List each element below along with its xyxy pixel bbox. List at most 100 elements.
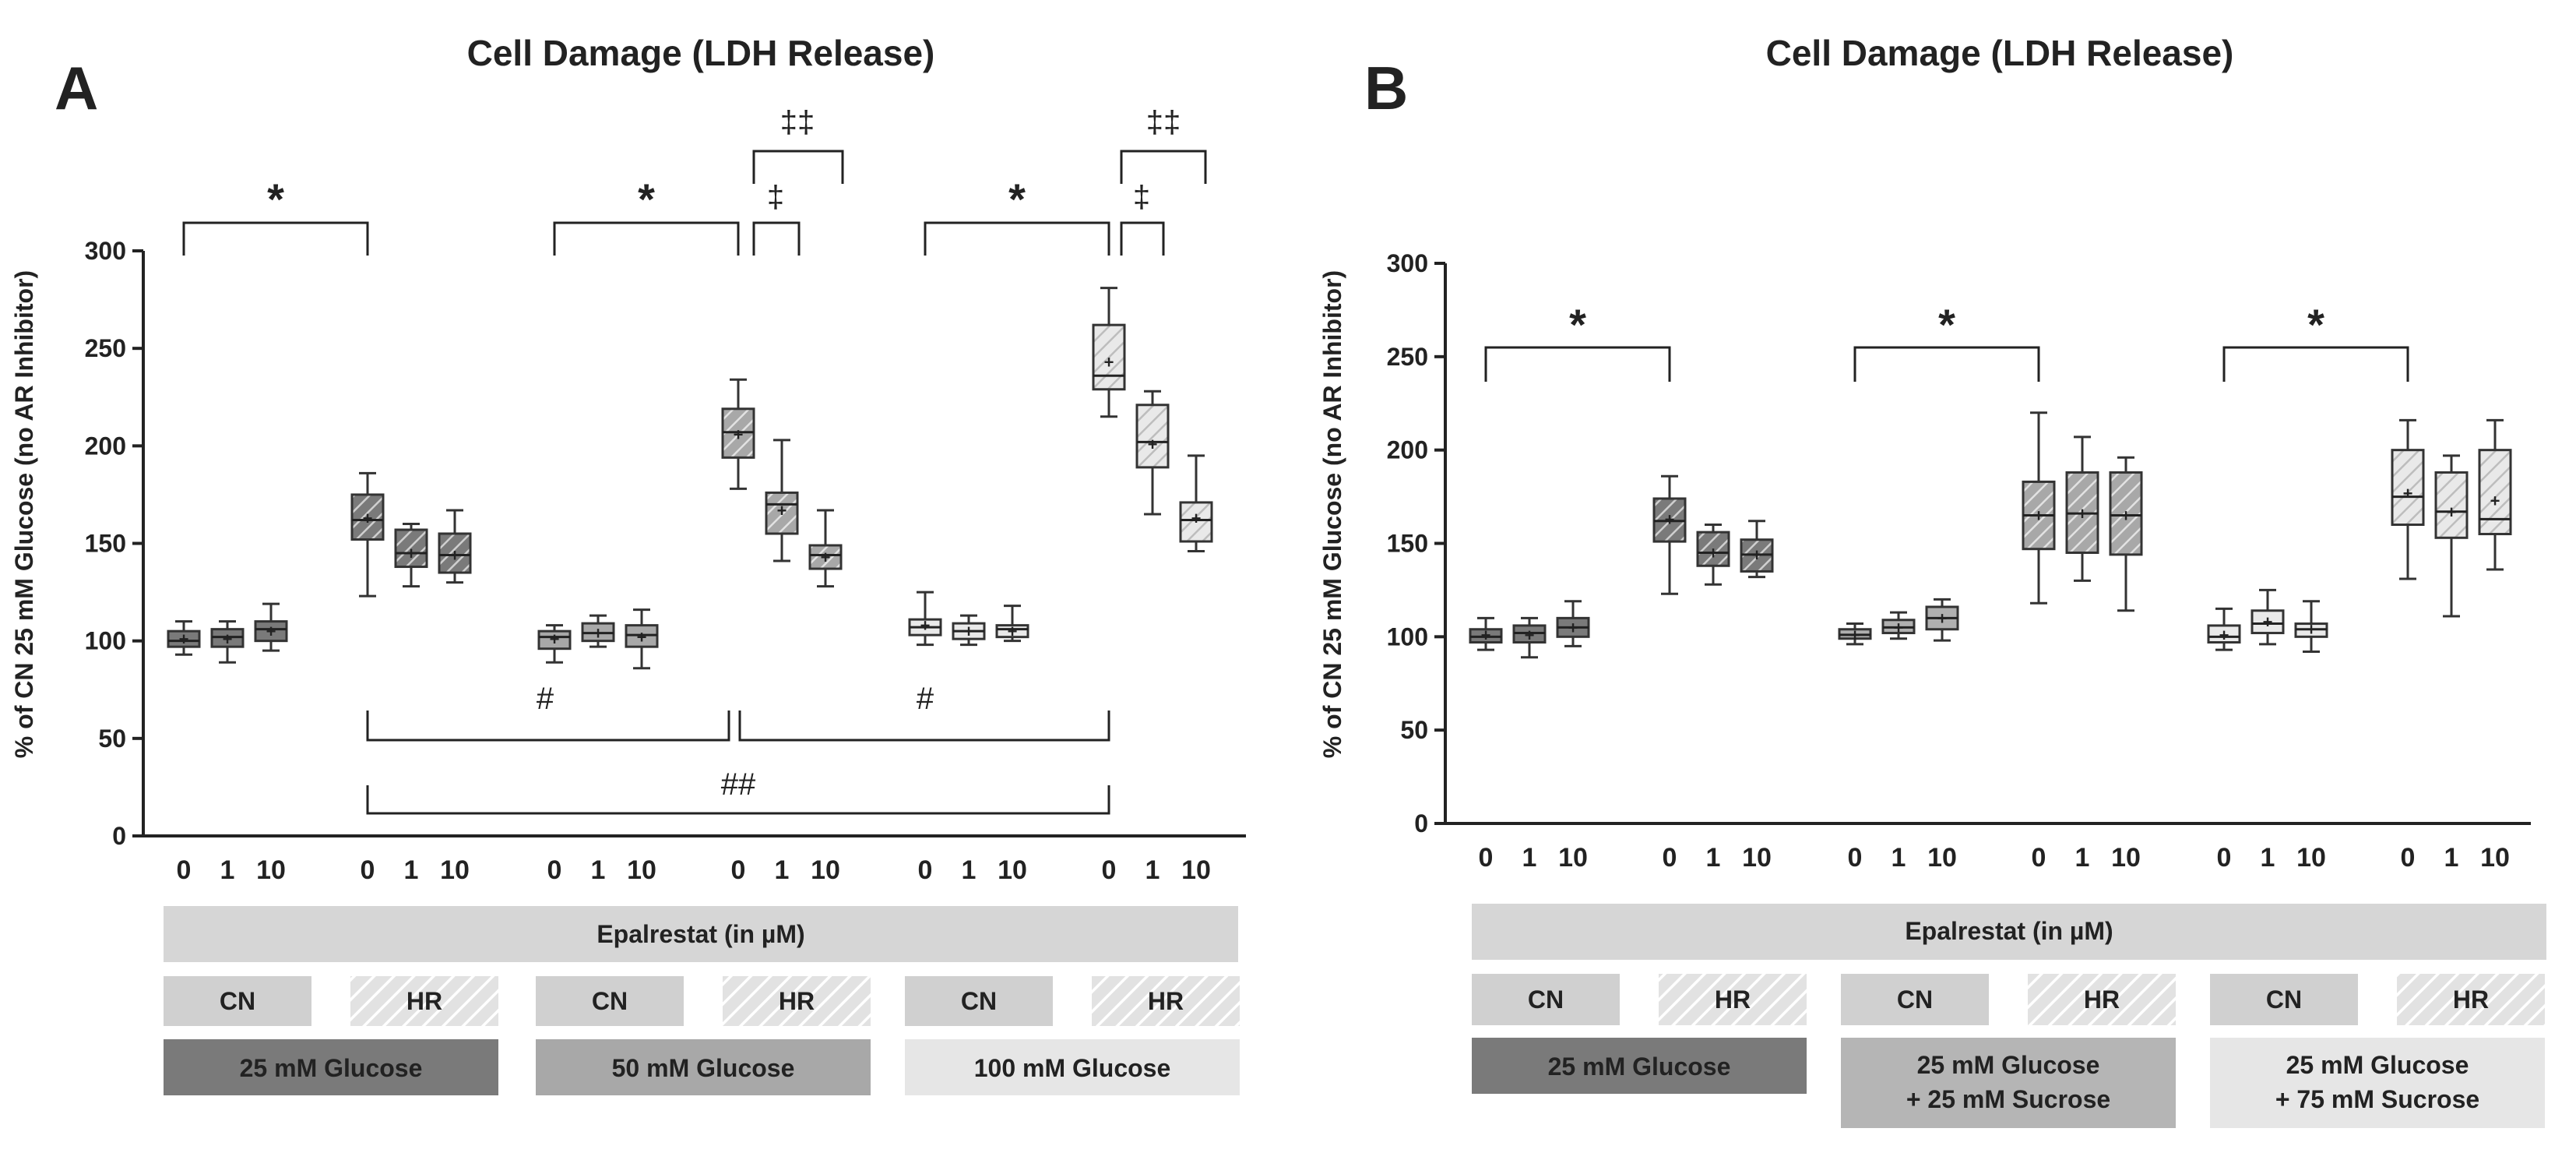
box-hr-dose-10: + bbox=[438, 509, 472, 584]
mean-marker: + bbox=[266, 622, 276, 641]
x-tick-label: 10 bbox=[2480, 843, 2510, 873]
panel-a-group-25: CN HR 25 mM Glucose bbox=[164, 976, 498, 1095]
box-cn-dose-1: + bbox=[1512, 616, 1547, 659]
box-cn-dose-10: + bbox=[254, 602, 288, 652]
x-tick-label: 0 bbox=[177, 855, 192, 885]
mean-marker: + bbox=[2121, 506, 2131, 526]
panel-b-epalrestat-bar bbox=[1472, 904, 2546, 960]
mean-marker: + bbox=[450, 546, 460, 566]
panel-a-title: Cell Damage (LDH Release) bbox=[467, 33, 935, 73]
panel-a-sig-star-50: * bbox=[553, 175, 740, 256]
x-tick-label: 1 bbox=[2075, 843, 2090, 873]
box-iqr bbox=[808, 544, 843, 570]
x-tick-label: 1 bbox=[962, 855, 977, 885]
concentration-label: 50 mM Glucose bbox=[612, 1054, 795, 1082]
x-tick-label: 10 bbox=[1927, 843, 1957, 873]
x-tick-label: 10 bbox=[627, 855, 656, 885]
box-cn-dose-0: + bbox=[908, 591, 942, 647]
hr-box bbox=[2397, 974, 2545, 1025]
panel-b-epalrestat-label: Epalrestat (in µM) bbox=[1905, 917, 2113, 945]
mean-marker: + bbox=[2263, 612, 2273, 632]
x-tick-label: 0 bbox=[361, 855, 375, 885]
mean-marker: + bbox=[1894, 618, 1904, 637]
cn-box bbox=[1841, 974, 1989, 1025]
mean-marker: + bbox=[1148, 435, 1158, 454]
x-tick-label: 1 bbox=[2261, 843, 2275, 873]
hr-label: HR bbox=[2453, 986, 2489, 1014]
y-tick-label: 250 bbox=[85, 334, 126, 362]
box-cn-dose-10: + bbox=[625, 608, 659, 670]
box-cn-dose-0: + bbox=[167, 620, 201, 656]
x-tick-label: 10 bbox=[1558, 843, 1588, 873]
sig-double-dagger: ‡‡ bbox=[780, 105, 815, 139]
x-tick-label: 0 bbox=[1102, 855, 1117, 885]
panel-b-sig-star-25: * bbox=[1484, 300, 1671, 382]
panel-a-boxes: + + + + + + + + + + + + + + + + + + bbox=[167, 287, 1213, 670]
box-iqr bbox=[350, 493, 385, 541]
box-hr-dose-1: + bbox=[2434, 454, 2469, 618]
cn-label: CN bbox=[220, 987, 255, 1015]
cn-label: CN bbox=[1528, 986, 1564, 1014]
box-iqr bbox=[1179, 501, 1213, 543]
mean-marker: + bbox=[2034, 506, 2044, 526]
panel-a-sig-hash-25-50: # bbox=[366, 682, 730, 742]
cn-box bbox=[1472, 974, 1620, 1025]
box-iqr bbox=[2250, 609, 2285, 635]
mean-marker: + bbox=[964, 622, 974, 641]
mean-marker: + bbox=[1850, 626, 1860, 645]
box-cn-dose-10: + bbox=[1925, 598, 1959, 642]
concentration-box bbox=[1841, 1038, 2176, 1128]
box-hr-dose-10: + bbox=[2109, 456, 2143, 612]
x-tick-label: 0 bbox=[1663, 843, 1677, 873]
box-iqr bbox=[438, 532, 472, 574]
mean-marker: + bbox=[1665, 510, 1675, 529]
y-tick-label: 50 bbox=[1400, 716, 1428, 744]
x-tick-label: 10 bbox=[440, 855, 470, 885]
x-tick-label: 1 bbox=[2444, 843, 2459, 873]
panel-a-sig-hash-50-100: # bbox=[738, 682, 1110, 742]
hr-label: HR bbox=[779, 987, 815, 1015]
hr-label: HR bbox=[2084, 986, 2120, 1014]
x-tick-label: 1 bbox=[775, 855, 790, 885]
sig-star: * bbox=[1569, 300, 1586, 349]
sig-star: * bbox=[638, 175, 655, 224]
box-iqr bbox=[537, 629, 572, 651]
panel-b-group-25: CN HR 25 mM Glucose bbox=[1472, 974, 1807, 1094]
panel-b-boxes: + + + + + + + + + + + + + + + + + + bbox=[1469, 411, 2512, 659]
box-hr-dose-1: + bbox=[765, 439, 799, 562]
y-tick-label: 50 bbox=[98, 725, 126, 753]
sig-star: * bbox=[1008, 175, 1026, 224]
mean-marker: + bbox=[2447, 502, 2457, 522]
box-iqr bbox=[765, 491, 799, 535]
box-hr-dose-0: + bbox=[1652, 474, 1687, 595]
panel-b-x-ticks: 0 1 10 0 1 10 0 1 10 0 1 10 0 1 10 0 1 10 bbox=[1479, 843, 2510, 873]
box-hr-dose-10: + bbox=[2478, 418, 2512, 571]
panel-a-sig-dagger2-100-10: ‡‡ bbox=[1120, 105, 1207, 184]
x-tick-label: 0 bbox=[731, 855, 746, 885]
cn-label: CN bbox=[1897, 986, 1933, 1014]
sig-hash: # bbox=[537, 682, 554, 716]
panel-letter-a: A bbox=[55, 54, 98, 122]
x-tick-label: 1 bbox=[1145, 855, 1160, 885]
mean-marker: + bbox=[1191, 509, 1202, 528]
x-tick-label: 0 bbox=[918, 855, 933, 885]
concentration-box bbox=[905, 1039, 1240, 1095]
panel-a-y-ticks: 0 50 100 150 200 250 300 bbox=[85, 237, 143, 850]
concentration-label: 25 mM Glucose bbox=[240, 1054, 423, 1082]
concentration-label-line2: + 75 mM Sucrose bbox=[2275, 1085, 2479, 1113]
cn-label: CN bbox=[2266, 986, 2302, 1014]
box-iqr bbox=[2207, 624, 2241, 644]
box-hr-dose-0: + bbox=[2391, 418, 2425, 580]
box-cn-dose-1: + bbox=[2250, 588, 2285, 646]
x-tick-label: 1 bbox=[1522, 843, 1537, 873]
sig-double-dagger: ‡‡ bbox=[1146, 105, 1181, 139]
box-hr-dose-10: + bbox=[1740, 520, 1774, 579]
panel-a-sig-hash2-25-100: ## bbox=[366, 767, 1110, 815]
panel-b: B Cell Damage (LDH Release) % of CN 25 m… bbox=[1318, 33, 2546, 1128]
mean-marker: + bbox=[2078, 504, 2088, 524]
box-cn-dose-0: + bbox=[2207, 607, 2241, 651]
panel-a: A Cell Damage (LDH Release) % of CN 25 m… bbox=[10, 33, 1246, 1095]
mean-marker: + bbox=[821, 548, 831, 567]
x-tick-label: 1 bbox=[1892, 843, 1906, 873]
panel-a-y-axis-label: % of CN 25 mM Glucose (no AR Inhibitor) bbox=[10, 270, 38, 758]
